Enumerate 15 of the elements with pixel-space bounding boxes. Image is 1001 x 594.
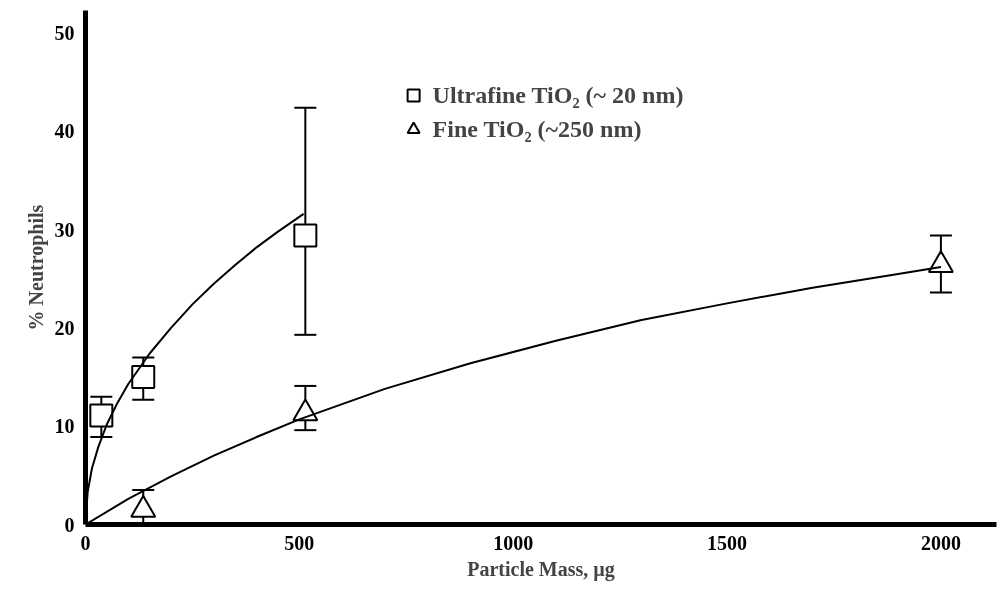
x-tick-label: 1500 — [707, 531, 748, 554]
x-tick-label: 2000 — [920, 531, 961, 554]
x-tick-label: 0 — [80, 531, 91, 554]
y-tick-label: 20 — [54, 316, 75, 339]
y-tick-label: 10 — [54, 415, 75, 438]
legend-label: Ultrafine TiO₂ (~ 20 nm) — [432, 81, 684, 109]
legend-label: Fine TiO₂ (~250 nm) — [432, 115, 642, 143]
y-axis-title: % Neutrophils — [24, 204, 48, 331]
x-tick-label: 500 — [284, 531, 315, 554]
x-axis-title: Particle Mass, µg — [467, 557, 615, 581]
y-tick-label: 40 — [54, 120, 75, 143]
y-tick-label: 0 — [64, 513, 75, 536]
y-tick-label: 30 — [54, 218, 75, 241]
x-tick-label: 1000 — [493, 531, 534, 554]
y-tick-label: 50 — [54, 22, 75, 45]
